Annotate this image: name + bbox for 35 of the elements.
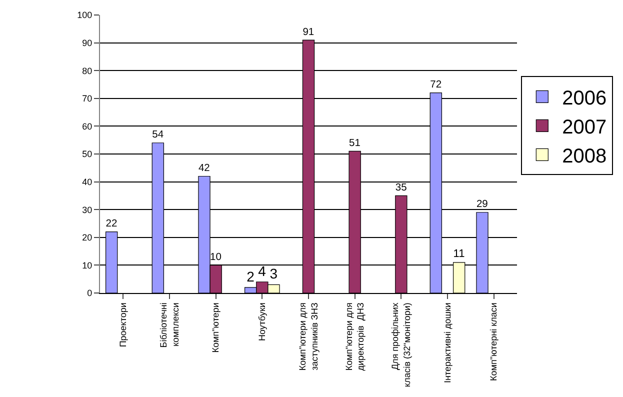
data-label: 2: [246, 268, 255, 284]
y-tick-label: 0: [87, 288, 92, 298]
x-tick-label: Комп"ютери для заступників ЗНЗ: [298, 302, 320, 371]
y-tick-label: 60: [82, 121, 92, 132]
legend-label: 2006: [562, 87, 607, 110]
data-label: 22: [106, 218, 118, 230]
y-tick-label: 40: [82, 176, 92, 187]
y-tick-label: 90: [82, 38, 92, 48]
y-tick-label: 30: [82, 204, 92, 215]
data-label: 51: [349, 138, 361, 150]
y-tick-label: 70: [82, 94, 92, 104]
data-label: 11: [453, 248, 465, 260]
y-tick-label: 10: [82, 260, 92, 270]
x-tick-label: Комп"ютерні класи: [488, 302, 499, 381]
data-label: 91: [302, 26, 314, 38]
data-label: 35: [395, 182, 408, 194]
data-label: 3: [270, 266, 278, 282]
y-tick-label: 80: [82, 66, 92, 76]
legend-label: 2008: [562, 145, 607, 168]
y-tick-label: 50: [82, 149, 92, 160]
y-tick-label: 20: [82, 232, 92, 243]
data-label: 10: [210, 252, 222, 263]
data-label: 72: [430, 80, 442, 91]
y-tick-label: 100: [77, 10, 92, 20]
data-label: 54: [152, 130, 164, 141]
x-tick-label: Інтерактивні дошки: [442, 302, 452, 383]
data-label: 29: [476, 199, 488, 210]
legend-label: 2007: [562, 116, 607, 138]
data-label: 4: [258, 262, 266, 279]
x-tick-label: Для профільних класів (32"монітори): [390, 302, 412, 388]
x-tick-label: Бібліотечні комплекси: [158, 302, 180, 348]
x-tick-label: Проектори: [118, 302, 128, 348]
x-tick-label: Ноутбуки: [257, 302, 268, 342]
x-tick-label: Комп"ютери: [210, 302, 221, 353]
data-label: 42: [198, 163, 210, 174]
